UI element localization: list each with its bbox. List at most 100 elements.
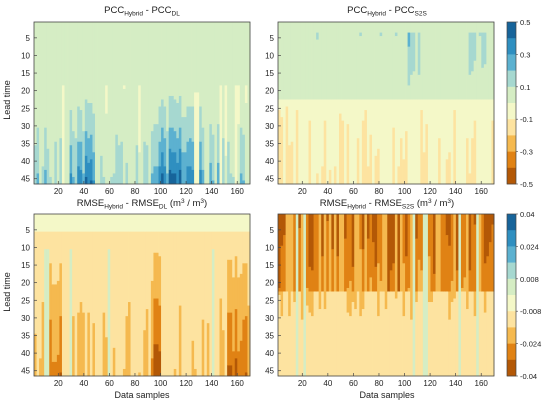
heat-cell xyxy=(199,169,203,185)
heat-cell xyxy=(77,166,81,185)
heat-cell xyxy=(346,287,350,313)
heat-cell xyxy=(229,173,233,185)
heat-cell xyxy=(364,214,368,292)
heat-cell xyxy=(214,214,218,232)
heat-cell xyxy=(316,214,320,292)
plot-frame xyxy=(277,213,495,377)
heat-cell xyxy=(471,138,475,185)
heat-cell xyxy=(427,99,431,185)
heat-cell xyxy=(135,214,139,232)
heat-cell xyxy=(420,291,424,377)
x-tick-label: 20 xyxy=(298,187,307,196)
heat-cell xyxy=(120,231,124,377)
heat-cell xyxy=(176,231,180,377)
heat-cell xyxy=(178,127,182,150)
heat-cell xyxy=(356,214,360,292)
heat-cell xyxy=(430,214,434,292)
heat-cell xyxy=(219,22,223,86)
heat-cell xyxy=(84,99,88,132)
heat-cell xyxy=(178,22,182,97)
heat-cell xyxy=(478,32,482,37)
heat-cell xyxy=(392,99,396,128)
heat-cell xyxy=(59,231,63,264)
heat-cell xyxy=(115,214,119,232)
heat-cell xyxy=(308,22,312,100)
heat-cell xyxy=(92,22,96,114)
heat-cell xyxy=(486,99,490,185)
heat-cell xyxy=(138,214,142,232)
heat-cell xyxy=(89,159,93,181)
heat-cell xyxy=(59,214,63,232)
y-tick-label: 40 xyxy=(21,349,30,358)
heat-cell xyxy=(239,127,243,174)
heat-cell xyxy=(283,291,287,377)
heat-cell xyxy=(283,99,287,185)
heat-cell xyxy=(427,256,431,303)
y-tick-label: 5 xyxy=(26,226,31,235)
heat-cell xyxy=(242,180,246,185)
heat-cell xyxy=(178,231,182,306)
heat-cell xyxy=(466,309,469,377)
colorbar-swatch xyxy=(507,54,516,71)
heat-cell xyxy=(491,291,495,377)
heat-cell xyxy=(209,22,213,125)
heat-cell xyxy=(351,291,355,303)
heat-cell xyxy=(211,22,215,135)
heat-cell xyxy=(148,22,152,185)
heat-cell xyxy=(425,99,429,125)
heat-cell xyxy=(392,127,396,185)
x-tick-label: 140 xyxy=(449,379,463,388)
heat-cell xyxy=(326,221,330,292)
heat-cell xyxy=(422,99,426,153)
heat-cell xyxy=(285,291,289,377)
heat-cell xyxy=(303,22,307,100)
heat-cell xyxy=(410,74,414,100)
heat-cell xyxy=(222,214,225,232)
heat-cell xyxy=(466,138,469,185)
heat-cell xyxy=(280,214,284,246)
heat-cell xyxy=(422,152,426,185)
heat-cell xyxy=(41,231,45,303)
heat-cell xyxy=(374,99,378,157)
heat-cell xyxy=(278,110,281,185)
heat-cell xyxy=(120,214,124,232)
heat-cell xyxy=(59,138,63,185)
y-tick-label: 25 xyxy=(21,296,30,305)
heat-cell xyxy=(450,214,454,282)
heat-cell xyxy=(448,99,452,153)
heat-cell xyxy=(69,145,73,174)
heat-cell xyxy=(280,117,284,185)
heat-cell xyxy=(178,148,182,171)
heat-cell xyxy=(112,347,116,377)
heat-cell xyxy=(351,302,355,377)
x-tick-label: 40 xyxy=(79,187,88,196)
heat-cell xyxy=(354,99,358,185)
heat-cell xyxy=(145,231,149,310)
colorbar-swatch xyxy=(507,38,516,55)
heat-cell xyxy=(227,214,231,232)
heat-cell xyxy=(321,214,325,257)
heat-cell xyxy=(280,99,284,118)
heat-cell xyxy=(110,176,114,185)
heat-cell xyxy=(359,22,363,33)
heat-cell xyxy=(34,22,37,146)
heat-cell xyxy=(122,22,126,86)
heat-cell xyxy=(316,99,320,174)
heat-cell xyxy=(318,22,322,100)
heat-cell xyxy=(323,214,327,310)
heat-cell xyxy=(178,214,182,232)
y-tick-label: 10 xyxy=(265,51,274,60)
heat-cell xyxy=(372,22,375,100)
heat-cell xyxy=(331,22,335,100)
heat-cell xyxy=(46,214,50,232)
heat-cell xyxy=(328,214,332,292)
heat-cell xyxy=(488,214,492,243)
heat-cell xyxy=(133,22,137,185)
heat-cell xyxy=(338,291,342,377)
heat-cell xyxy=(384,309,388,377)
heat-cell xyxy=(308,99,312,121)
heat-cell xyxy=(392,22,396,100)
heat-cell xyxy=(219,231,223,299)
y-axis-label: Lead time xyxy=(2,272,12,312)
